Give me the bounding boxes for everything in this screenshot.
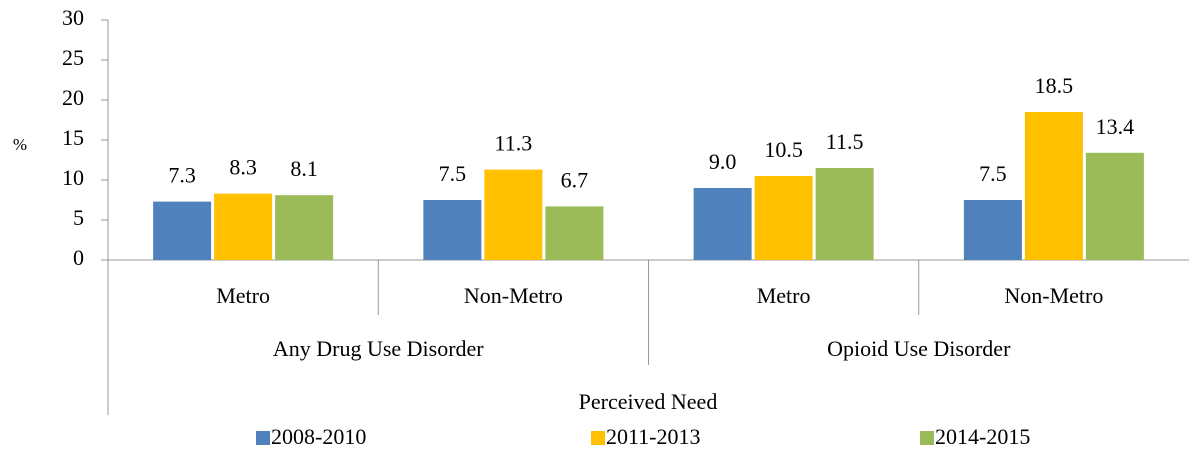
legend-swatch [256,431,270,445]
x-axis-label: Perceived Need [579,389,718,414]
value-label: 7.5 [439,161,467,186]
value-label: 18.5 [1035,73,1074,98]
bar [153,201,212,260]
y-tick-label: 15 [62,125,84,150]
y-tick-label: 30 [62,5,84,30]
bar [275,195,334,260]
value-label: 8.3 [229,155,257,180]
value-label: 11.5 [826,129,864,154]
bar [214,193,273,260]
y-tick-label: 20 [62,85,84,110]
bar [423,200,482,260]
value-label: 7.3 [168,163,196,188]
bar [1024,112,1083,260]
x-tick-label: Metro [757,283,811,308]
group-label: Any Drug Use Disorder [273,336,484,361]
value-label: 11.3 [495,131,533,156]
value-label: 8.1 [290,156,318,181]
y-tick-label: 10 [62,165,84,190]
value-label: 9.0 [709,149,737,174]
y-tick-label: 0 [73,245,84,270]
y-tick-label: 5 [73,205,84,230]
value-label: 7.5 [979,161,1007,186]
bar [545,206,604,260]
value-label: 13.4 [1096,114,1135,139]
group-label: Opioid Use Disorder [827,336,1011,361]
x-tick-label: Non-Metro [1004,283,1103,308]
bar [693,188,752,260]
y-axis-label: % [13,135,27,154]
legend-label: 2008-2010 [271,424,366,449]
x-tick-label: Metro [216,283,270,308]
bar [815,168,874,260]
value-label: 10.5 [764,137,803,162]
value-label: 6.7 [561,167,589,192]
x-tick-label: Non-Metro [464,283,563,308]
bar [484,169,543,260]
legend-label: 2011-2013 [606,424,701,449]
legend-swatch [591,431,605,445]
y-tick-label: 25 [62,45,84,70]
bar [1085,152,1144,260]
bar [963,200,1022,260]
legend-label: 2014-2015 [935,424,1030,449]
legend-swatch [920,431,934,445]
bar [754,176,813,260]
